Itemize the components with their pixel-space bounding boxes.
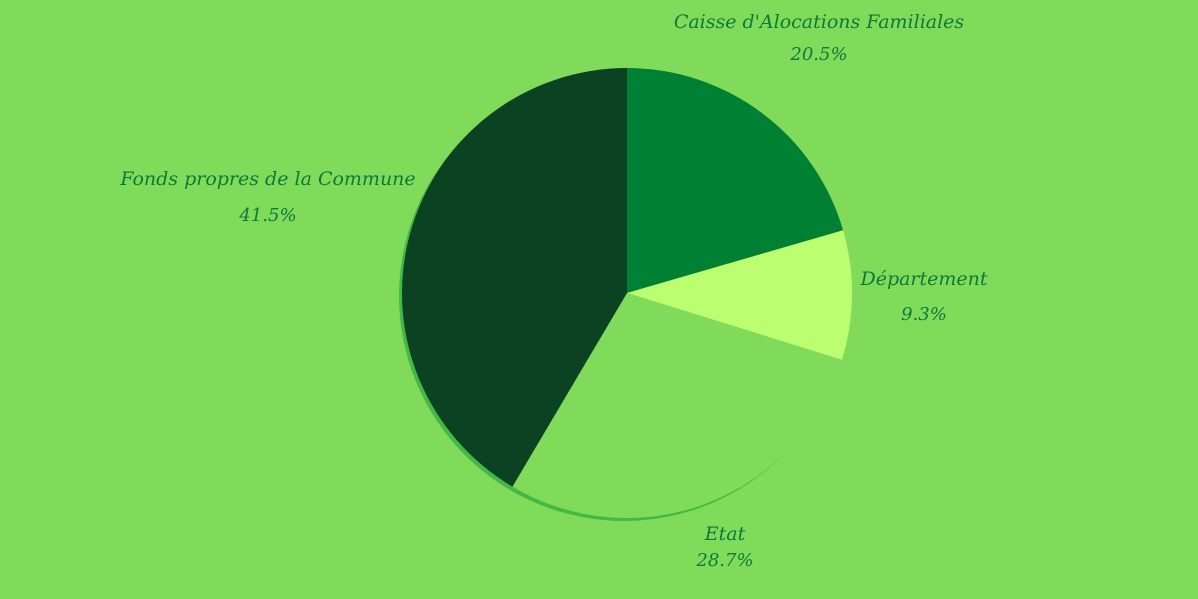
slice-value-2: 9.3%	[901, 304, 947, 325]
pie-slice-3	[512, 293, 842, 518]
pie-slice-4	[401, 68, 627, 487]
slice-label-1: Caisse d'Alocations Familiales	[674, 11, 965, 33]
pie-slice-1	[627, 68, 844, 293]
slice-value-3: 28.7%	[695, 550, 753, 571]
pie-slice-2	[627, 230, 852, 360]
slice-value-4: 41.5%	[238, 205, 296, 226]
slice-label-4: Fonds propres de la Commune	[119, 168, 415, 190]
slice-label-3: Etat	[704, 523, 746, 545]
slice-label-2: Département	[859, 268, 987, 290]
slice-value-1: 20.5%	[789, 44, 847, 65]
